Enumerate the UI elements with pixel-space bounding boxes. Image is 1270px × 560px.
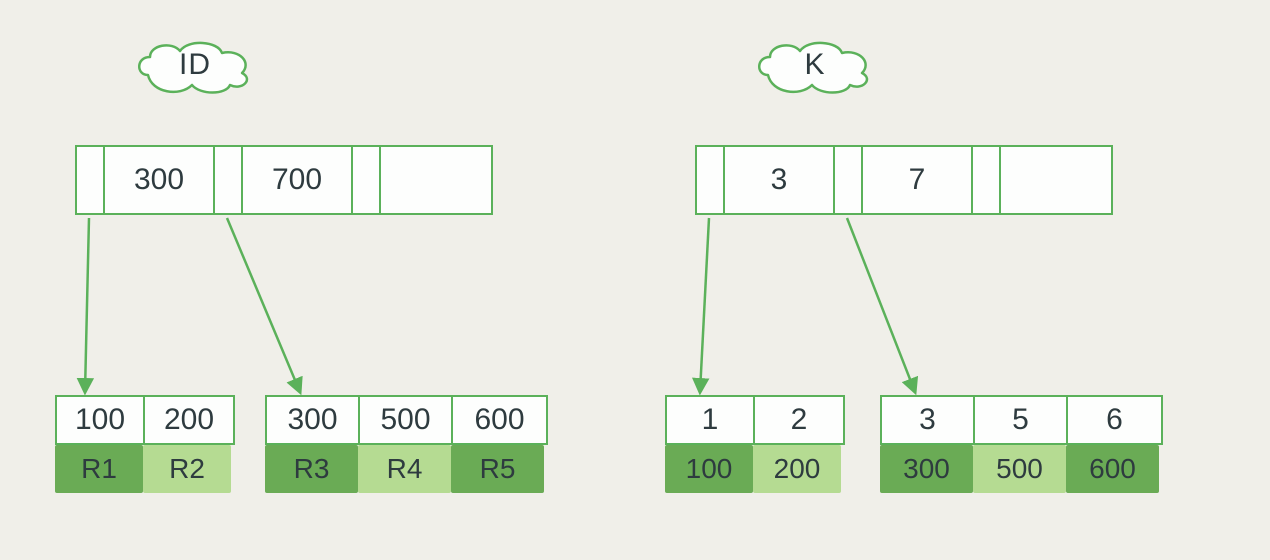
- right-leaf-1-key-0: 3: [882, 397, 975, 443]
- right-arrow-0: [700, 218, 709, 392]
- right-leaf-0-value-1: 200: [753, 445, 841, 493]
- right-root-node-cell-1: 3: [725, 147, 835, 213]
- left-leaf-1-value-2: R5: [451, 445, 544, 493]
- left-root-node-cell-2: [215, 147, 243, 213]
- right-leaf-0-key-1: 2: [755, 397, 843, 443]
- right-leaf-1-keys: 356: [880, 395, 1163, 445]
- left-leaf-1-value-0: R3: [265, 445, 358, 493]
- left-leaf-1-values: R3R4R5: [265, 445, 544, 493]
- left-root-node-cell-4: [353, 147, 381, 213]
- left-leaf-1-keys: 300500600: [265, 395, 548, 445]
- left-leaf-1-value-1: R4: [358, 445, 451, 493]
- right-index-label-cloud: K: [750, 35, 880, 95]
- right-leaf-0-keys: 12: [665, 395, 845, 445]
- right-root-node-cell-4: [973, 147, 1001, 213]
- left-arrow-0: [85, 218, 89, 392]
- left-leaf-1-key-0: 300: [267, 397, 360, 443]
- right-arrow-1: [847, 218, 915, 392]
- right-leaf-1-values: 300500600: [880, 445, 1159, 493]
- right-root-node-cell-2: [835, 147, 863, 213]
- left-leaf-1-key-1: 500: [360, 397, 453, 443]
- left-leaf-0-value-0: R1: [55, 445, 143, 493]
- left-root-node: 300 700: [75, 145, 493, 215]
- right-leaf-1-value-1: 500: [973, 445, 1066, 493]
- left-leaf-0-key-1: 200: [145, 397, 233, 443]
- right-leaf-0-value-0: 100: [665, 445, 753, 493]
- left-leaf-0-keys: 100200: [55, 395, 235, 445]
- left-index-label-cloud: ID: [130, 35, 260, 95]
- right-leaf-0-values: 100200: [665, 445, 841, 493]
- right-root-node-cell-0: [697, 147, 725, 213]
- left-leaf-0-value-1: R2: [143, 445, 231, 493]
- right-leaf-1-value-2: 600: [1066, 445, 1159, 493]
- right-leaf-1-value-0: 300: [880, 445, 973, 493]
- left-arrow-1: [227, 218, 300, 392]
- left-leaf-0-key-0: 100: [57, 397, 145, 443]
- left-leaf-0-values: R1R2: [55, 445, 231, 493]
- left-root-node-cell-0: [77, 147, 105, 213]
- left-root-node-cell-1: 300: [105, 147, 215, 213]
- right-leaf-1-key-1: 5: [975, 397, 1068, 443]
- left-leaf-1-key-2: 600: [453, 397, 546, 443]
- right-leaf-1-key-2: 6: [1068, 397, 1161, 443]
- right-index-label: K: [804, 48, 825, 81]
- right-root-node-cell-3: 7: [863, 147, 973, 213]
- right-leaf-0-key-0: 1: [667, 397, 755, 443]
- left-index-label: ID: [179, 48, 211, 81]
- right-root-node-cell-5: [1001, 147, 1111, 213]
- left-root-node-cell-5: [381, 147, 491, 213]
- left-root-node-cell-3: 700: [243, 147, 353, 213]
- right-root-node: 37: [695, 145, 1113, 215]
